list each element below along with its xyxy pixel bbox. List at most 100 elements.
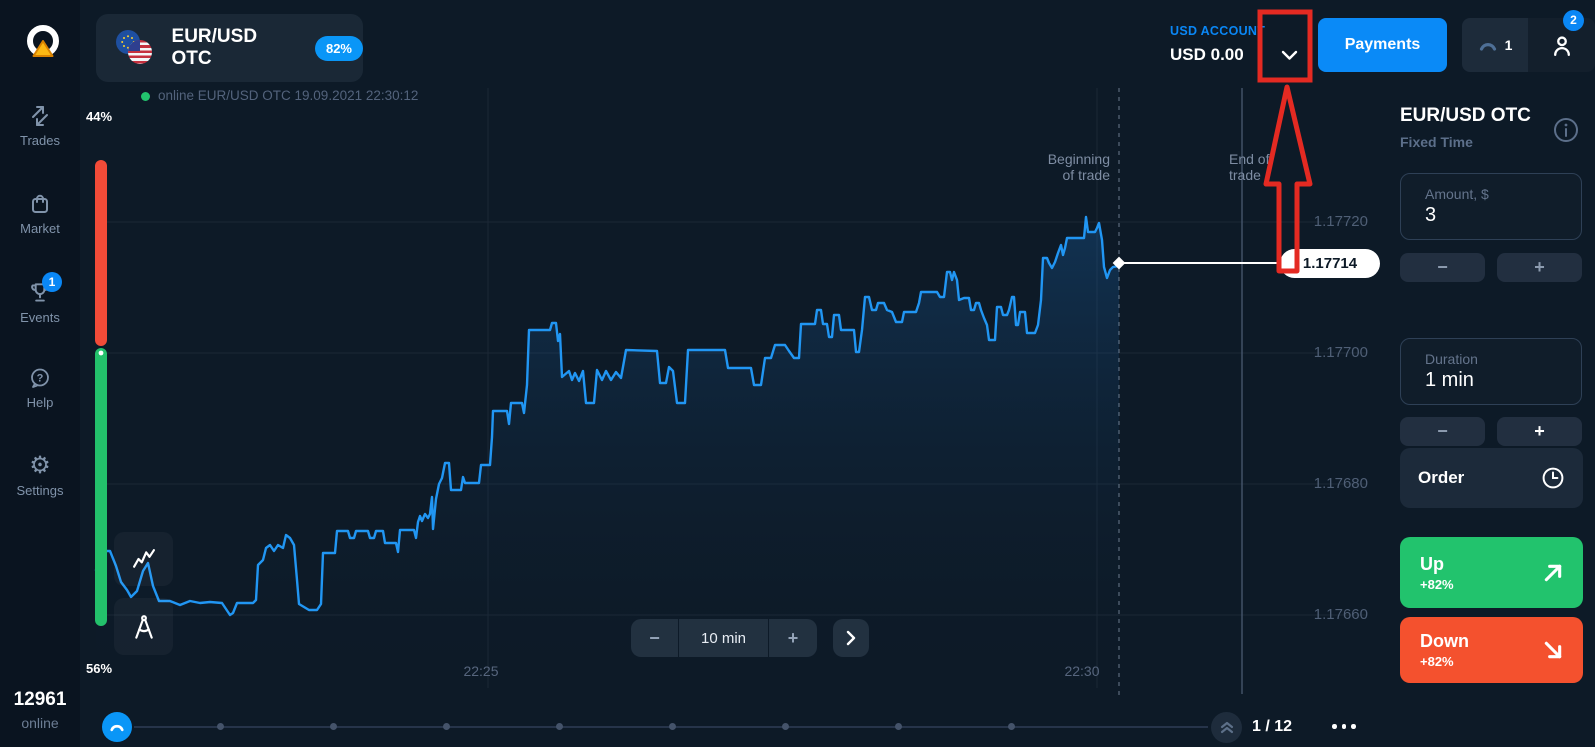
timeline-dot[interactable] bbox=[443, 723, 450, 730]
online-users-label: online bbox=[21, 715, 59, 731]
price-axis-tick: 1.17700 bbox=[1313, 344, 1368, 361]
sidebar-item-help[interactable]: ? Help bbox=[0, 365, 80, 410]
duration-label: Duration bbox=[1425, 351, 1478, 367]
arrow-up-right-icon bbox=[1544, 564, 1562, 581]
chart-area-fill bbox=[96, 217, 1119, 690]
sidebar-item-settings[interactable]: ⚙ Settings bbox=[0, 452, 80, 499]
timeframe-value: 10 min bbox=[679, 619, 768, 657]
amount-value: 3 bbox=[1425, 204, 1437, 226]
settings-gear-icon: ⚙ bbox=[29, 452, 51, 479]
timeframe-control: − 10 min + bbox=[631, 619, 817, 657]
up-payout: +82% bbox=[1420, 576, 1454, 592]
left-nav-rail: Trades Market 1 Events bbox=[0, 0, 80, 747]
chevron-right-icon bbox=[846, 630, 856, 646]
collapse-timeline-button[interactable] bbox=[1211, 712, 1242, 743]
chevron-down-icon bbox=[1281, 50, 1297, 60]
account-widgets: 1 bbox=[1462, 18, 1595, 72]
order-button[interactable]: Order bbox=[1400, 448, 1583, 508]
account-type-label: USD ACCOUNT bbox=[1170, 24, 1266, 38]
price-axis-tick: 1.17660 bbox=[1313, 606, 1368, 623]
panel-asset-title: EUR/USD OTC bbox=[1400, 105, 1531, 126]
line-chart-icon bbox=[132, 549, 155, 568]
us-flag-icon bbox=[128, 40, 152, 64]
timeframe-increase-button[interactable]: + bbox=[769, 619, 817, 657]
down-payout: +82% bbox=[1420, 654, 1454, 669]
asset-payout-badge: 82% bbox=[314, 35, 363, 61]
notifications-button[interactable]: 1 bbox=[1462, 18, 1528, 72]
chart-type-button[interactable] bbox=[114, 532, 173, 586]
timeline-dot[interactable] bbox=[330, 723, 337, 730]
account-dropdown-button[interactable] bbox=[1272, 38, 1306, 72]
timeline-dot[interactable] bbox=[1008, 723, 1015, 730]
buyers-percent-label: 56% bbox=[86, 661, 113, 676]
duration-increase-button[interactable]: + bbox=[1497, 417, 1582, 446]
trade-up-button[interactable]: Up +82% bbox=[1400, 537, 1583, 608]
amount-increase-button[interactable]: + bbox=[1497, 253, 1582, 282]
sidebar-item-label: Events bbox=[20, 310, 60, 325]
account-balance: USD 0.00 bbox=[1170, 45, 1244, 64]
online-status-dot-icon bbox=[141, 92, 150, 101]
trade-down-button[interactable]: Down +82% bbox=[1400, 617, 1583, 683]
info-icon bbox=[1554, 118, 1578, 142]
timeline-dot[interactable] bbox=[895, 723, 902, 730]
amount-label: Amount, $ bbox=[1425, 186, 1489, 202]
double-chevron-up-icon bbox=[1220, 721, 1233, 734]
person-icon bbox=[1553, 35, 1570, 56]
timeframe-decrease-button[interactable]: − bbox=[631, 619, 678, 657]
amount-stepper: − + bbox=[1400, 253, 1582, 282]
sentiment-bar-sellers bbox=[95, 160, 107, 346]
profile-button[interactable] bbox=[1528, 18, 1595, 72]
price-axis-tick: 1.17680 bbox=[1313, 475, 1368, 492]
crown-icon bbox=[110, 724, 124, 732]
sidebar-item-trades[interactable]: Trades bbox=[0, 103, 80, 148]
info-button[interactable] bbox=[1553, 117, 1579, 143]
amount-field[interactable]: Amount, $ 3 bbox=[1400, 173, 1582, 240]
duration-value: 1 min bbox=[1425, 369, 1474, 391]
sidebar-item-label: Market bbox=[20, 221, 60, 236]
events-icon: 1 bbox=[0, 272, 80, 306]
chart-gridlines bbox=[96, 88, 1367, 688]
market-icon bbox=[0, 191, 80, 217]
time-axis-tick: 22:30 bbox=[1064, 663, 1100, 679]
panel-trade-mode: Fixed Time bbox=[1400, 134, 1473, 150]
drawing-tools-button[interactable] bbox=[114, 598, 173, 655]
down-label: Down bbox=[1420, 631, 1469, 651]
end-of-trade-label: End of trade bbox=[1229, 151, 1270, 184]
asset-selector[interactable]: EUR/USD OTC 82% bbox=[96, 14, 363, 82]
duration-stepper: − + bbox=[1400, 417, 1582, 446]
order-label: Order bbox=[1418, 468, 1465, 487]
sidebar-item-events[interactable]: 1 Events bbox=[0, 272, 80, 325]
timeline-dot[interactable] bbox=[556, 723, 563, 730]
duration-decrease-button[interactable]: − bbox=[1400, 417, 1485, 446]
clock-icon bbox=[1542, 467, 1564, 489]
sellers-percent-label: 44% bbox=[86, 109, 113, 124]
crown-icon bbox=[1479, 42, 1496, 51]
help-icon: ? bbox=[0, 365, 80, 391]
notifications-count: 1 bbox=[1504, 37, 1513, 53]
online-users-count: 12961 bbox=[13, 689, 67, 710]
more-options-button[interactable] bbox=[1332, 724, 1356, 729]
time-axis-tick: 22:25 bbox=[463, 663, 499, 679]
currency-pair-flags-icon bbox=[116, 30, 158, 66]
sidebar-item-label: Trades bbox=[20, 133, 60, 148]
amount-decrease-button[interactable]: − bbox=[1400, 253, 1485, 282]
payments-button[interactable]: Payments bbox=[1318, 18, 1447, 72]
price-line bbox=[94, 215, 1121, 617]
olymp-logo-icon[interactable] bbox=[21, 20, 65, 66]
price-axis-tick: 1.17720 bbox=[1313, 213, 1368, 230]
sidebar-item-market[interactable]: Market bbox=[0, 191, 80, 236]
online-users-stat: 12961 online bbox=[0, 689, 80, 731]
arrow-down-right-icon bbox=[1544, 641, 1562, 659]
scroll-to-now-button[interactable] bbox=[833, 619, 869, 657]
asset-name: EUR/USD OTC bbox=[171, 26, 258, 69]
sidebar-item-label: Help bbox=[26, 395, 54, 410]
timeline-dot[interactable] bbox=[217, 723, 224, 730]
current-price-pill: 1.17714 bbox=[1280, 249, 1380, 278]
up-label: Up bbox=[1420, 553, 1444, 574]
svg-text:?: ? bbox=[37, 373, 44, 385]
timeline-start-button[interactable] bbox=[102, 712, 132, 742]
timeline-dot[interactable] bbox=[782, 723, 789, 730]
timeline-dot[interactable] bbox=[669, 723, 676, 730]
duration-field[interactable]: Duration 1 min bbox=[1400, 338, 1582, 405]
sentiment-split-marker bbox=[98, 350, 104, 356]
